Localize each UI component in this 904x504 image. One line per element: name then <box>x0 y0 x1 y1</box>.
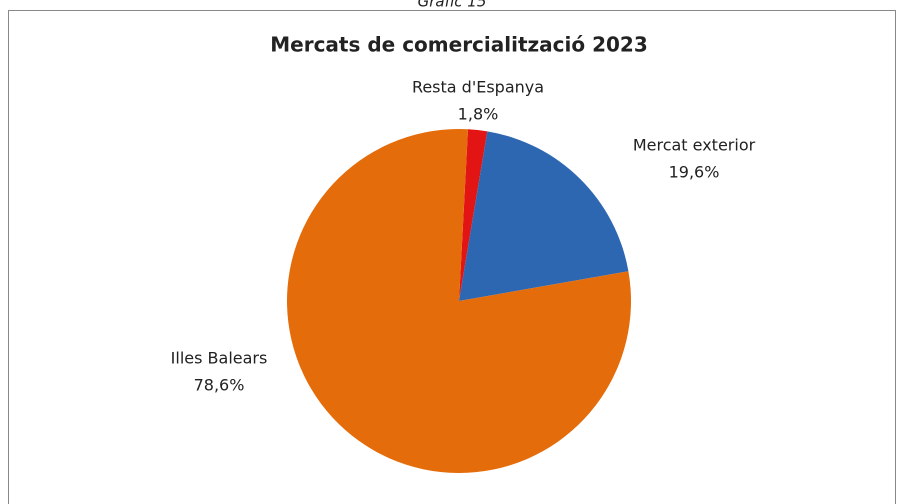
pie-slice <box>459 131 629 301</box>
slice-value-label: 1,8% <box>458 105 499 124</box>
pie-slice <box>286 128 631 473</box>
pie-slice <box>459 129 488 301</box>
slice-value-label: 19,6% <box>669 163 720 182</box>
slice-value-label: 78,6% <box>194 376 245 395</box>
chart-caption: Gràfic 15 <box>418 0 487 11</box>
slice-label: Illes Balears <box>171 349 268 368</box>
slice-label: Resta d'Espanya <box>412 78 544 97</box>
chart-title: Mercats de comercialització 2023 <box>270 33 648 57</box>
slice-label: Mercat exterior <box>633 136 756 155</box>
